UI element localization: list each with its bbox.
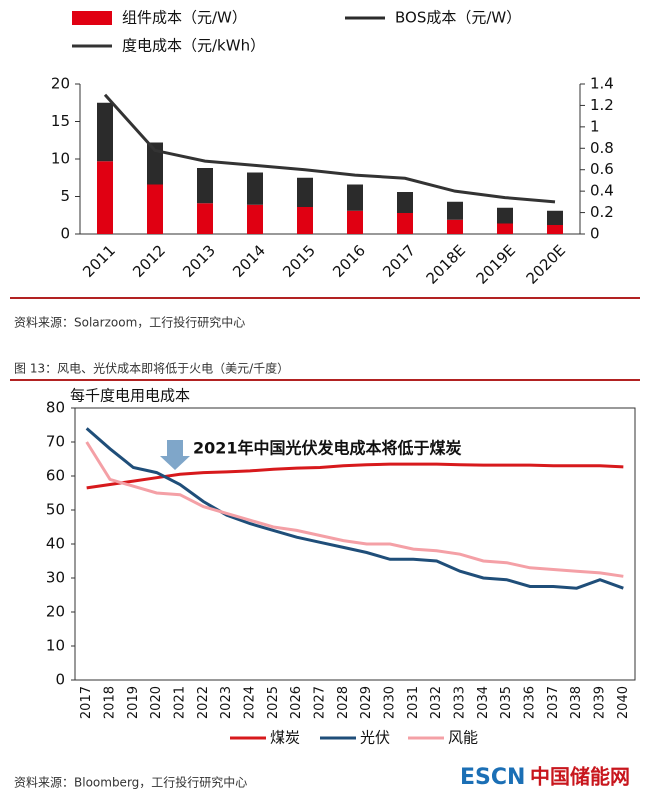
- y-tick-label: 40: [46, 535, 65, 553]
- y2-tick-label: 0: [590, 225, 600, 243]
- bar: [197, 203, 213, 234]
- bar: [547, 225, 563, 234]
- x-tick-label: 2022: [196, 686, 211, 719]
- y-tick-label: 30: [46, 569, 65, 587]
- x-tick-label: 2031: [406, 686, 421, 719]
- bar: [97, 102, 113, 162]
- legend-label: BOS成本（元/W）: [395, 9, 521, 27]
- x-tick-label: 2024: [243, 686, 258, 719]
- bar: [347, 184, 363, 211]
- y-tick-label: 20: [51, 75, 70, 93]
- y-tick-label: 20: [46, 603, 65, 621]
- figure-caption: 图 13：风电、光伏成本即将低于火电（美元/千度）: [14, 361, 289, 376]
- legend-label: 煤炭: [270, 729, 300, 747]
- y-tick-label: 50: [46, 501, 65, 519]
- legend-symbol: [72, 11, 112, 25]
- x-tick-label: 2016: [329, 241, 369, 281]
- x-tick-label: 2034: [476, 686, 491, 719]
- bar: [97, 161, 113, 234]
- x-tick-label: 2012: [129, 241, 169, 281]
- x-tick-label: 2026: [289, 686, 304, 719]
- x-tick-label: 2014: [229, 241, 269, 281]
- x-tick-label: 2020: [149, 686, 164, 719]
- y-tick-label: 10: [46, 637, 65, 655]
- x-tick-label: 2035: [499, 686, 514, 719]
- x-tick-label: 2015: [279, 241, 319, 281]
- bar: [247, 204, 263, 234]
- bar: [497, 207, 513, 224]
- x-tick-label: 2040: [616, 686, 631, 719]
- x-tick-label: 2017: [79, 686, 94, 719]
- x-tick-label: 2032: [429, 686, 444, 719]
- y2-tick-label: 1.2: [590, 96, 614, 114]
- x-tick-label: 2017: [379, 241, 419, 281]
- y-tick-label: 70: [46, 433, 65, 451]
- y2-tick-label: 0.4: [590, 182, 614, 200]
- x-tick-label: 2030: [383, 686, 398, 719]
- legend-label: 度电成本（元/kWh）: [122, 37, 265, 55]
- bar: [497, 223, 513, 234]
- y2-tick-label: 1: [590, 117, 600, 135]
- legend-label: 风能: [448, 729, 478, 747]
- y-tick-label: 80: [46, 399, 65, 417]
- x-tick-label: 2027: [313, 686, 328, 719]
- y-tick-label: 60: [46, 467, 65, 485]
- x-tick-label: 2019E: [473, 241, 519, 287]
- series-line: [86, 462, 624, 490]
- x-tick-label: 2019: [126, 686, 141, 719]
- x-tick-label: 2037: [546, 686, 561, 719]
- legend-label: 组件成本（元/W）: [122, 9, 247, 27]
- watermark-name: 中国储能网: [530, 765, 630, 789]
- y-tick-label: 10: [51, 150, 70, 168]
- bar: [297, 207, 313, 234]
- source: 资料来源：Solarzoom，工行投行研究中心: [14, 315, 245, 330]
- x-tick-label: 2023: [219, 686, 234, 719]
- bar: [297, 177, 313, 207]
- bar: [547, 210, 563, 225]
- y-tick-label: 0: [55, 671, 65, 689]
- bar: [397, 192, 413, 213]
- x-tick-label: 2039: [593, 686, 608, 719]
- x-tick-label: 2028: [336, 686, 351, 719]
- x-tick-label: 2025: [266, 686, 281, 719]
- x-tick-label: 2020E: [523, 241, 569, 287]
- y2-tick-label: 0.6: [590, 160, 614, 178]
- annotation: 2021年中国光伏发电成本将低于煤炭: [193, 439, 462, 458]
- x-tick-label: 2021: [173, 686, 188, 719]
- annotation-arrow: [160, 440, 190, 470]
- x-tick-label: 2038: [569, 686, 584, 719]
- y2-tick-label: 0.8: [590, 139, 614, 157]
- y-tick-label: 15: [51, 112, 70, 130]
- legend-label: 光伏: [360, 729, 390, 747]
- bar: [397, 213, 413, 234]
- series-line: [85, 441, 624, 578]
- x-tick-label: 2018E: [423, 241, 469, 287]
- bar: [147, 184, 163, 234]
- x-tick-label: 2033: [453, 686, 468, 719]
- x-tick-label: 2036: [523, 686, 538, 719]
- x-tick-label: 2013: [179, 241, 219, 281]
- x-tick-label: 2011: [79, 241, 119, 281]
- y-tick-label: 5: [60, 187, 70, 205]
- bar: [197, 168, 213, 204]
- y-tick-label: 0: [60, 225, 70, 243]
- series-line: [103, 93, 556, 204]
- bar: [147, 142, 163, 185]
- y2-tick-label: 1.4: [590, 75, 614, 93]
- y2-tick-label: 0.2: [590, 203, 614, 221]
- y-axis-title: 每千度电用电成本: [70, 387, 190, 405]
- x-tick-label: 2018: [103, 686, 118, 719]
- bar: [247, 172, 263, 205]
- x-tick-label: 2029: [359, 686, 374, 719]
- series-line: [85, 427, 624, 590]
- source: 资料来源：Bloomberg，工行投行研究中心: [14, 775, 247, 790]
- watermark-brand: ESCN: [460, 765, 525, 790]
- bar: [447, 219, 463, 234]
- bar: [347, 210, 363, 234]
- bar: [447, 201, 463, 220]
